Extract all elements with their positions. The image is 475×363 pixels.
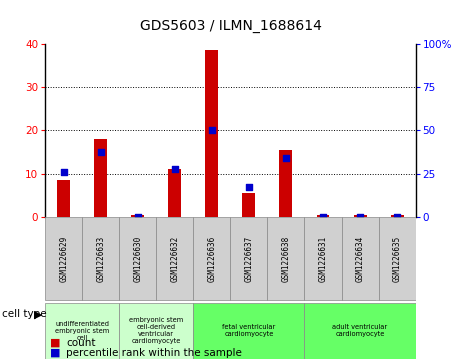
Text: GSM1226629: GSM1226629 [59, 235, 68, 282]
Bar [230, 217, 267, 300]
Point [319, 214, 327, 220]
Bar [119, 302, 193, 359]
Text: GSM1226633: GSM1226633 [96, 235, 105, 282]
Bar [193, 217, 230, 300]
Text: GSM1226635: GSM1226635 [393, 235, 401, 282]
Bar [316, 215, 330, 217]
Bar [45, 217, 82, 300]
Text: ■: ■ [50, 348, 60, 358]
Text: GSM1226638: GSM1226638 [282, 235, 290, 282]
Bar [131, 215, 144, 217]
Bar [94, 139, 107, 217]
Text: GDS5603 / ILMN_1688614: GDS5603 / ILMN_1688614 [141, 19, 322, 33]
Bar [390, 215, 404, 217]
Text: ■: ■ [50, 338, 60, 348]
Bar [193, 302, 304, 359]
Text: cell type: cell type [2, 309, 47, 319]
Bar [304, 217, 342, 300]
Text: fetal ventricular
cardiomyocyte: fetal ventricular cardiomyocyte [222, 325, 276, 338]
Text: adult ventricular
cardiomyocyte: adult ventricular cardiomyocyte [332, 325, 388, 338]
Point [282, 155, 290, 161]
Text: embryonic stem
cell-derived
ventricular
cardiomyocyte: embryonic stem cell-derived ventricular … [129, 318, 183, 344]
Bar [57, 180, 70, 217]
Text: ▶: ▶ [34, 310, 43, 320]
Text: count: count [66, 338, 96, 348]
Bar [353, 215, 367, 217]
Point [60, 169, 67, 175]
Bar [304, 302, 416, 359]
Point [97, 149, 104, 155]
Bar [205, 50, 218, 217]
Point [245, 184, 253, 190]
Text: GSM1226631: GSM1226631 [319, 235, 327, 282]
Point [356, 214, 364, 220]
Bar [45, 302, 119, 359]
Bar [279, 150, 293, 217]
Bar [267, 217, 304, 300]
Text: GSM1226636: GSM1226636 [208, 235, 216, 282]
Bar [379, 217, 416, 300]
Text: percentile rank within the sample: percentile rank within the sample [66, 348, 242, 358]
Bar [156, 217, 193, 300]
Bar [168, 170, 181, 217]
Bar [242, 193, 256, 217]
Bar [119, 217, 156, 300]
Text: GSM1226630: GSM1226630 [133, 235, 142, 282]
Text: GSM1226637: GSM1226637 [245, 235, 253, 282]
Bar [82, 217, 119, 300]
Text: undifferentiated
embryonic stem
cell: undifferentiated embryonic stem cell [55, 321, 109, 341]
Point [208, 127, 216, 133]
Point [393, 214, 401, 220]
Point [171, 167, 179, 172]
Text: GSM1226634: GSM1226634 [356, 235, 364, 282]
Bar [342, 217, 379, 300]
Point [134, 214, 142, 220]
Text: GSM1226632: GSM1226632 [171, 235, 179, 282]
